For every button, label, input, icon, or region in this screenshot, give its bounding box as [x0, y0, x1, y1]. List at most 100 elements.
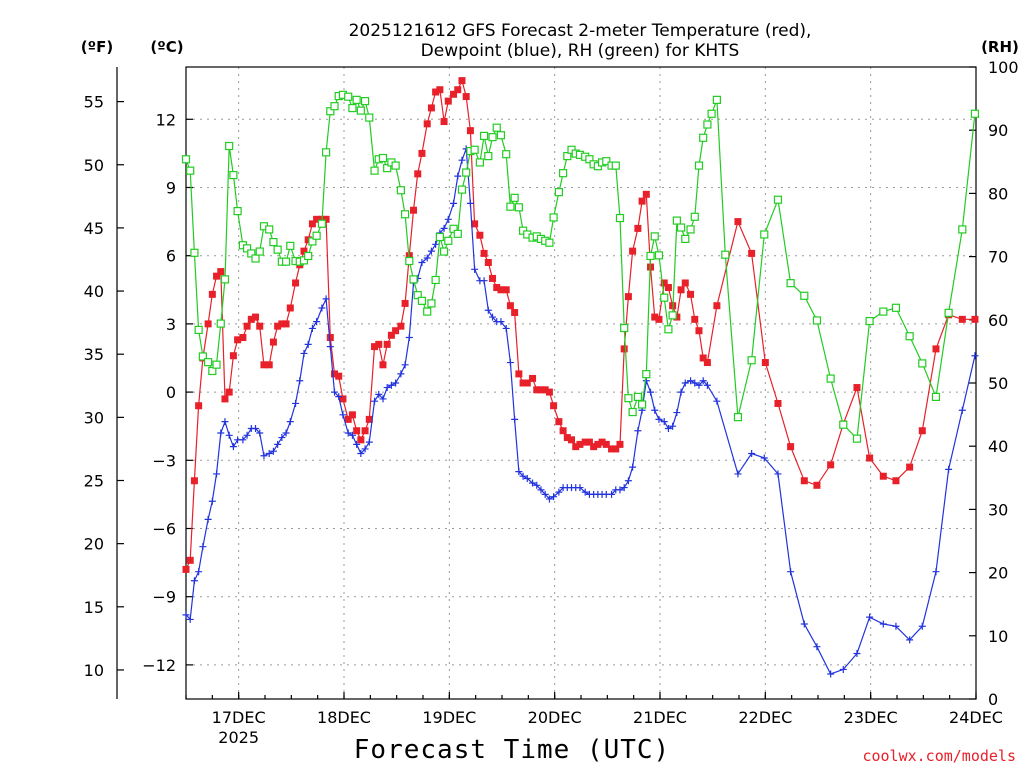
credit-link[interactable]: coolwx.com/models: [862, 747, 1016, 765]
temperature-point: [471, 220, 479, 228]
relative-humidity-point: [712, 95, 721, 104]
time-tick-label: 21DEC: [633, 708, 687, 727]
dewpoint-point: [620, 484, 628, 492]
relative-humidity-point: [417, 296, 427, 305]
dewpoint-point: [331, 388, 339, 396]
temperature-point: [195, 402, 203, 410]
dewpoint-point: [529, 479, 537, 487]
rh-tick-label: 20: [988, 564, 1008, 583]
dewpoint-point: [353, 440, 361, 448]
temperature-point: [186, 556, 194, 564]
relative-humidity-point: [247, 249, 256, 258]
temperature-point: [269, 338, 277, 346]
dewpoint-point: [541, 490, 549, 498]
temperature-point: [436, 86, 444, 94]
temperature-point: [493, 284, 501, 292]
temperature-point: [958, 315, 966, 323]
temperature-point: [515, 370, 523, 378]
relative-humidity-point: [721, 250, 730, 259]
dewpoint-line: [185, 148, 976, 675]
temperature-point: [581, 438, 589, 446]
temperature-point: [691, 315, 699, 323]
relative-humidity-point: [624, 394, 633, 403]
temperature-point: [308, 220, 316, 228]
relative-humidity-point: [413, 291, 422, 300]
relative-humidity-point: [760, 230, 769, 239]
temperature-point: [221, 395, 229, 403]
temperature-point: [800, 477, 808, 485]
temperature-point: [853, 384, 861, 392]
temperature-point: [292, 279, 300, 287]
relative-humidity-series: [181, 90, 980, 443]
fahrenheit-tick-label: 10: [84, 661, 104, 680]
fahrenheit-axis: 55 50 45 40 35 30 25 20 15 10: [84, 93, 124, 680]
dewpoint-point: [608, 490, 616, 498]
dewpoint-point: [879, 620, 887, 628]
relative-humidity-point: [506, 202, 515, 211]
dewpoint-point: [673, 409, 681, 417]
relative-humidity-point: [470, 145, 479, 154]
relative-humidity-point: [308, 237, 317, 246]
celsius-tick-label: −6: [152, 519, 176, 538]
dewpoint-point: [401, 361, 409, 369]
relative-humidity-point: [931, 392, 941, 402]
relative-humidity-point: [786, 279, 795, 288]
temperature-point: [594, 440, 602, 448]
relative-humidity-point: [654, 251, 664, 260]
relative-humidity-point: [212, 360, 221, 369]
temperature-point: [576, 440, 584, 448]
dewpoint-point: [405, 334, 413, 342]
relative-humidity-point: [330, 102, 339, 111]
relative-humidity-point: [545, 238, 554, 247]
temperature-point: [774, 399, 782, 407]
dewpoint-point: [252, 424, 260, 432]
relative-humidity-point: [484, 152, 493, 161]
dewpoint-point: [651, 406, 659, 414]
temperature-point: [918, 427, 926, 435]
temperature-point: [660, 279, 668, 287]
dewpoint-point: [269, 447, 277, 455]
dewpoint-point: [195, 568, 203, 576]
dewpoint-point: [502, 324, 510, 332]
dewpoint-series: [182, 145, 979, 678]
relative-humidity-point: [676, 223, 686, 232]
time-tick-label: 18DEC: [317, 708, 371, 727]
temperature-point: [511, 309, 519, 317]
time-tick-label: 22DEC: [738, 708, 792, 727]
dewpoint-point: [515, 468, 523, 476]
dewpoint-point: [256, 429, 264, 437]
temperature-point: [252, 313, 260, 321]
temperature-point: [761, 359, 769, 367]
temperature-point: [489, 274, 497, 282]
relative-humidity-point: [365, 113, 374, 122]
dewpoint-point: [274, 440, 282, 448]
dewpoint-point: [813, 643, 821, 651]
relative-humidity-point: [344, 92, 353, 101]
temperature-point: [383, 340, 391, 348]
relative-humidity-point: [703, 120, 712, 129]
relative-humidity-point: [265, 225, 274, 234]
relative-humidity-point: [585, 155, 594, 164]
dewpoint-point: [906, 636, 914, 644]
temperature-point: [313, 215, 321, 223]
dewpoint-point: [471, 265, 479, 273]
dewpoint-point: [243, 431, 251, 439]
temperature-point: [265, 361, 273, 369]
dewpoint-point: [397, 370, 405, 378]
temperature-point: [529, 374, 537, 382]
temperature-point: [971, 315, 979, 323]
dewpoint-point: [221, 418, 229, 426]
dewpoint-point: [260, 452, 268, 460]
temperature-point: [673, 313, 681, 321]
data-series: [181, 77, 980, 678]
dewpoint-point: [204, 515, 212, 523]
celsius-tick-label: 6: [166, 247, 176, 266]
temperature-point: [444, 97, 452, 105]
relative-humidity-point: [216, 319, 225, 328]
temperature-point: [703, 359, 711, 367]
dewpoint-point: [308, 324, 316, 332]
dewpoint-point: [695, 381, 703, 389]
celsius-tick-label: 12: [156, 110, 176, 129]
temperature-point: [392, 327, 400, 335]
time-tick-label: 23DEC: [844, 708, 898, 727]
